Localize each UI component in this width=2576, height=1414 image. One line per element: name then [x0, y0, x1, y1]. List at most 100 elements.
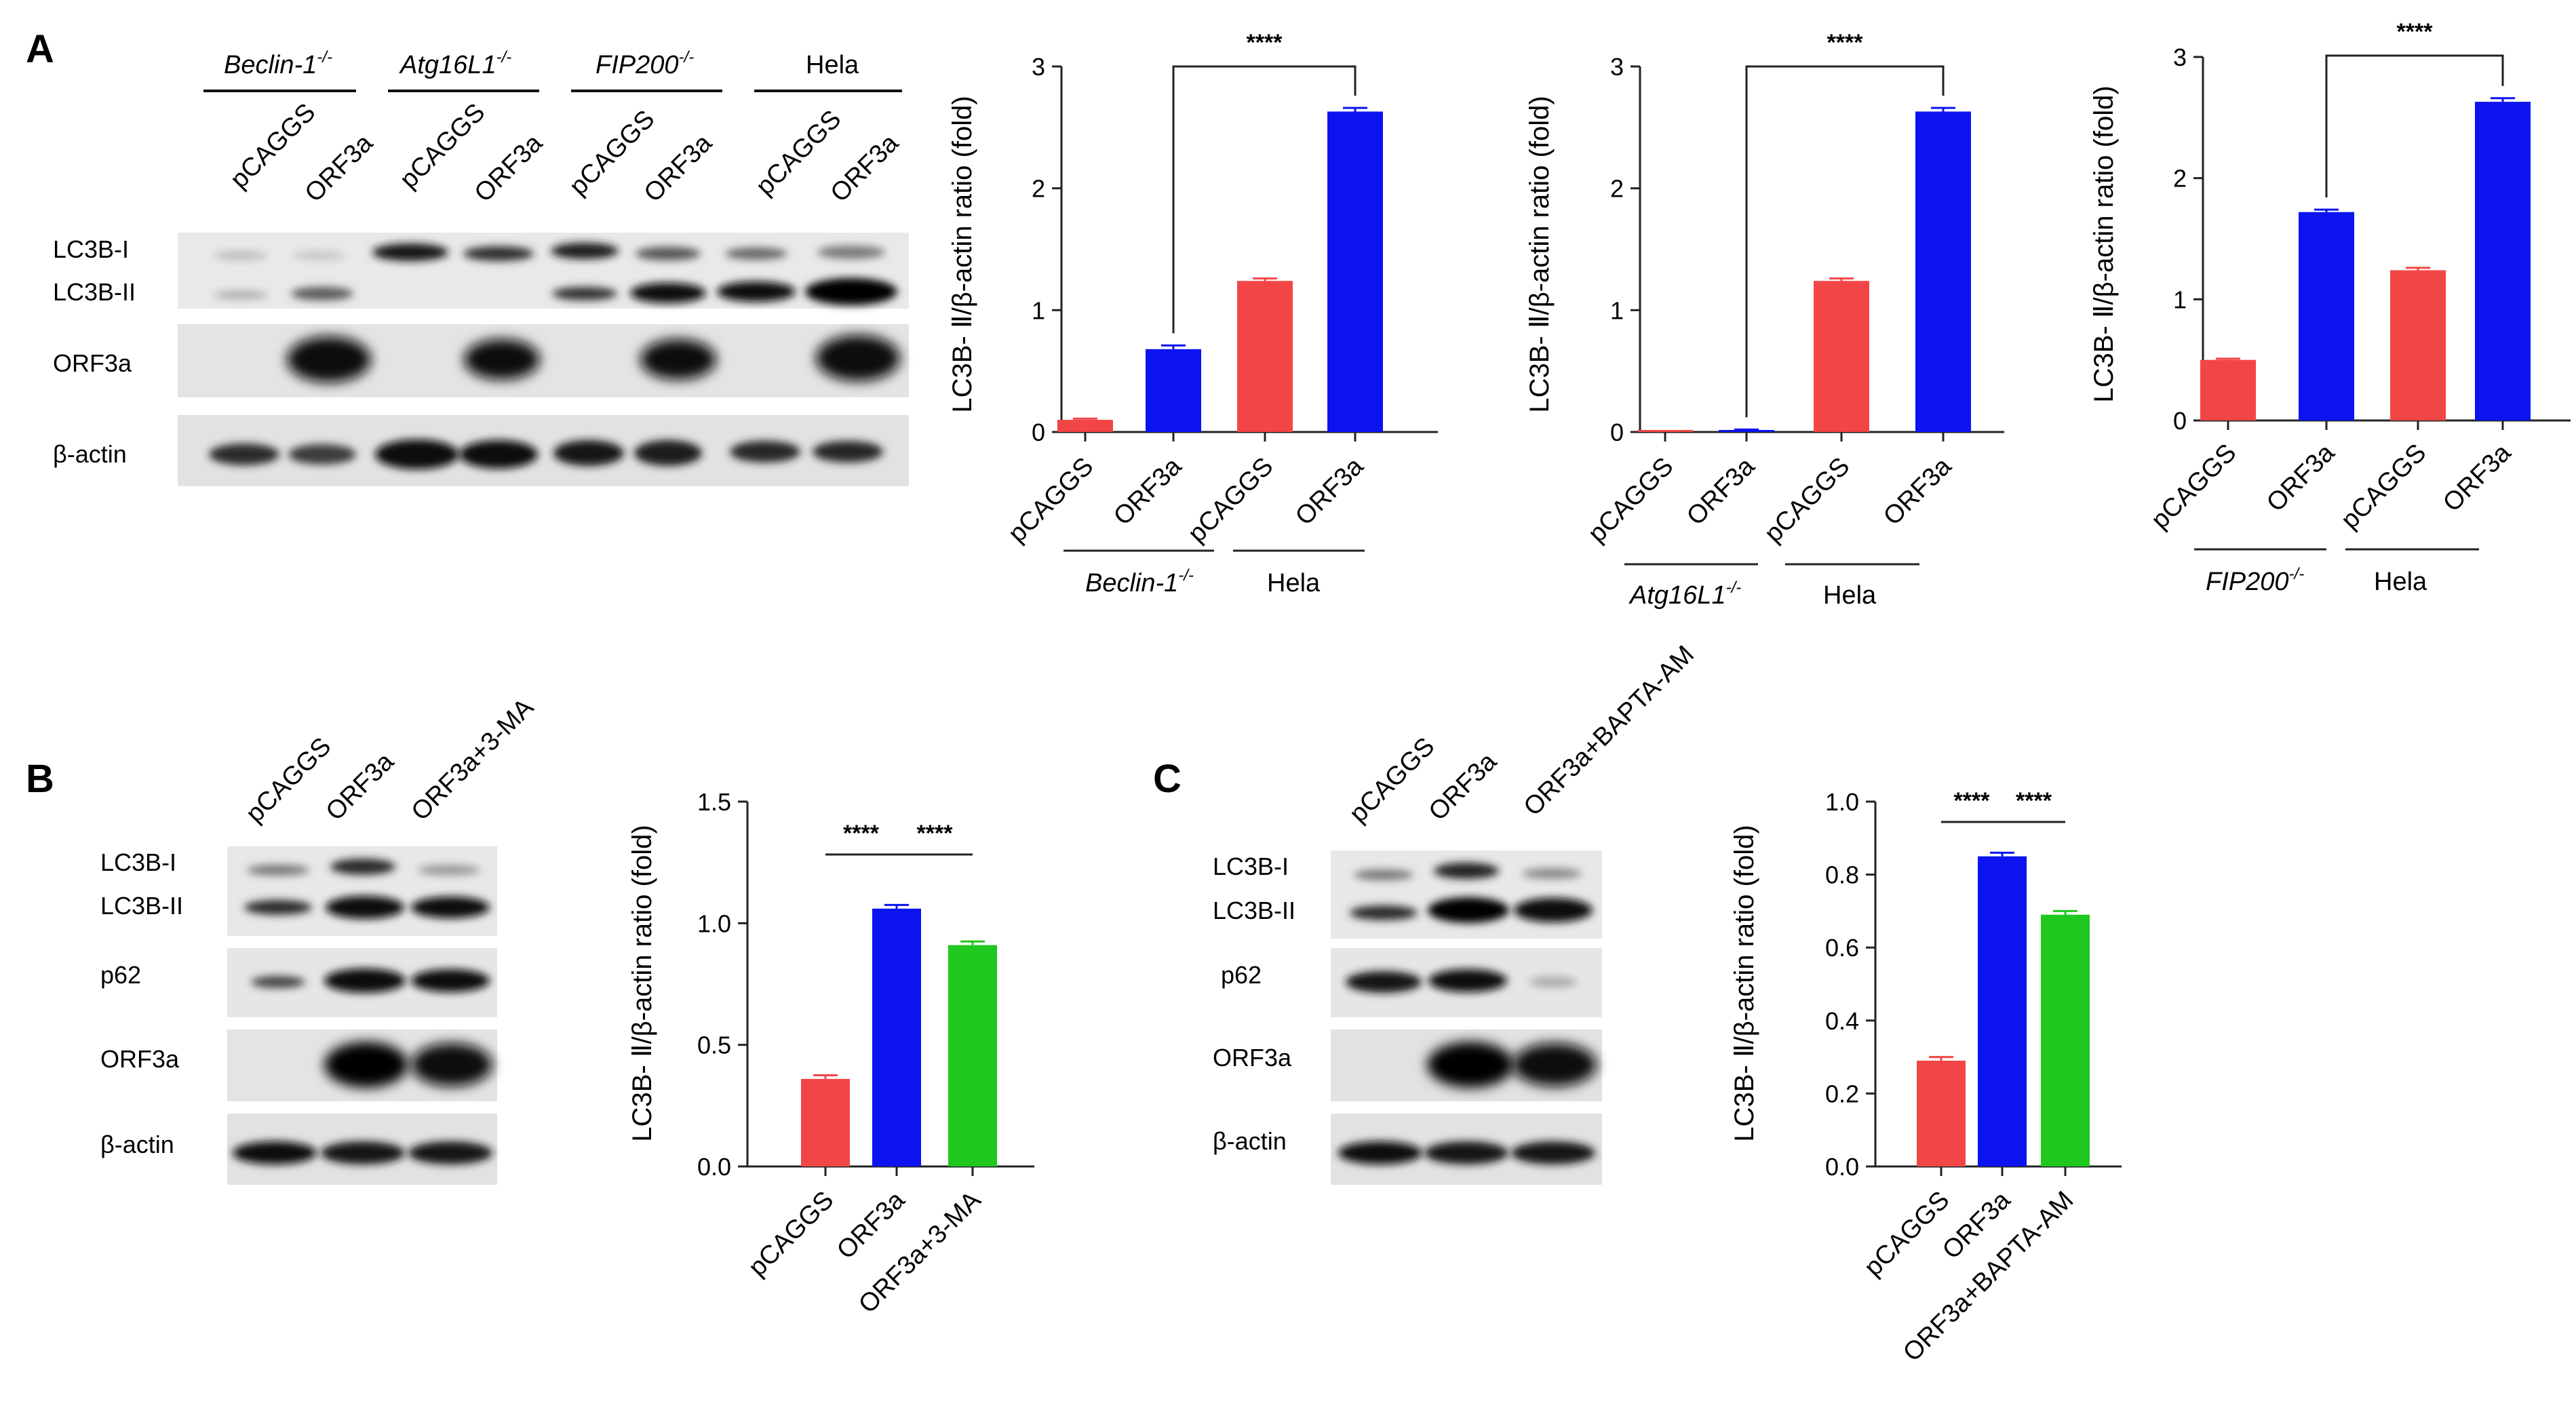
chart-group-label: Hela: [1267, 569, 1321, 597]
blot-b-row-labels: LC3B-I LC3B-II p62 ORF3a β-actin: [100, 848, 183, 1158]
blot-b-row-lc3b-i: LC3B-I: [100, 848, 176, 876]
chart-category-label: ORF3a: [1108, 452, 1188, 531]
chart-category-label: pCAGGS: [1183, 452, 1279, 549]
chart-significance-label: ****: [1247, 30, 1283, 56]
blot-a-lane-8: ORF3a: [825, 128, 905, 208]
chart-group-label: Atg16L1-/-: [1628, 578, 1741, 610]
chart-group-label: Hela: [2374, 568, 2427, 596]
chart-y-tick-label: 2: [1610, 175, 1624, 203]
chart-bar: [1719, 430, 1774, 432]
chart-y-tick-label: 3: [1610, 53, 1624, 81]
chart-c: LC3B- Ⅱ/β-actin ratio (fold) 0.0 0.2 0.4 0.6…: [1730, 788, 2122, 1367]
chart-y-tick-label: 0: [2173, 407, 2187, 435]
chart-y-tick-label: 1: [1610, 296, 1624, 324]
chart-significance-bracket: [1172, 65, 1357, 334]
blot-b-lane-1: pCAGGS: [241, 732, 337, 829]
chart-y-tick-label: 3: [2173, 43, 2187, 71]
chart-significance-bracket: [2325, 54, 2504, 198]
blot-c-strip-p62: [1331, 948, 1602, 1017]
blot-c-row-lc3b-ii: LC3B-II: [1213, 897, 1295, 924]
chart-bar: [1327, 111, 1383, 432]
chart-y-tick-label: 0.0: [697, 1153, 731, 1181]
chart-y-axis-title: LC3B- Ⅱ/β-actin ratio (fold): [948, 96, 977, 412]
chart-y-tick-label: 1: [1032, 296, 1045, 324]
blot-a-lane-4: ORF3a: [469, 128, 549, 208]
blot-a-lane-labels: pCAGGS ORF3a pCAGGS ORF3a pCAGGS ORF3a p…: [225, 98, 905, 208]
blot-a-row-lc3b-ii: LC3B-II: [53, 278, 136, 306]
blot-c-row-orf3a: ORF3a: [1213, 1044, 1292, 1072]
chart-category-label: ORF3a: [2261, 438, 2341, 517]
blot-b-row-beta-actin: β-actin: [100, 1131, 174, 1158]
blot-a-group-beclin: Beclin-1-/-: [224, 48, 332, 79]
blot-a-group-hela: Hela: [806, 51, 859, 79]
chart-category-label: pCAGGS: [1003, 452, 1099, 549]
chart-category-label: pCAGGS: [1759, 452, 1856, 549]
chart-significance-label: ****: [2397, 19, 2434, 45]
blot-a-lane-6: ORF3a: [639, 128, 718, 208]
blot-b-strip-lc3b: [227, 846, 497, 936]
blot-b-row-p62: p62: [100, 961, 141, 989]
chart-y-axis-title: LC3B- Ⅱ/β-actin ratio (fold): [1730, 825, 1759, 1141]
blot-c-lane-2: ORF3a: [1424, 747, 1503, 826]
chart-y-tick-label: 0.0: [1825, 1153, 1859, 1181]
blot-c-row-labels: LC3B-I LC3B-II p62 ORF3a β-actin: [1213, 852, 1295, 1155]
blot-a-lane-2: ORF3a: [300, 128, 379, 208]
chart-y-tick-label: 0: [1610, 418, 1624, 446]
chart-category-label: pCAGGS: [2336, 439, 2432, 535]
blot-b-strip-beta-actin: [227, 1114, 497, 1185]
blot-b-lane-labels: pCAGGS ORF3a ORF3a+3-MA: [241, 693, 540, 829]
blot-c-row-lc3b-i: LC3B-I: [1213, 852, 1289, 880]
chart-y-tick-label: 0.8: [1825, 861, 1859, 889]
blot-b-strip-orf3a: [227, 1029, 497, 1101]
blot-a-row-beta-actin: β-actin: [53, 440, 127, 468]
chart-y-tick-label: 1.5: [697, 788, 731, 816]
blot-c-strip-lc3b: [1331, 850, 1602, 939]
blot-c-lane-labels: pCAGGS ORF3a ORF3a+BAPTA-AM: [1344, 640, 1700, 828]
chart-significance-label: ****: [843, 821, 880, 846]
chart-y-tick-label: 0: [1032, 418, 1045, 446]
chart-category-label: pCAGGS: [1859, 1186, 1955, 1282]
chart-category-label: pCAGGS: [1583, 452, 1679, 549]
chart-category-label: ORF3a: [1681, 452, 1761, 531]
blot-a-strip-lc3b: [178, 233, 909, 309]
chart-y-tick-label: 1.0: [1825, 788, 1859, 816]
chart-group-label: Beclin-1-/-: [1085, 566, 1194, 597]
chart-b: LC3B- Ⅱ/β-actin ratio (fold) 0.0 0.5 1.0 1.5…: [627, 788, 1034, 1319]
blot-b-row-orf3a: ORF3a: [100, 1045, 180, 1073]
chart-bar: [1917, 1060, 1966, 1166]
blot-b-lane-2: ORF3a: [321, 747, 400, 826]
chart-bar: [1146, 349, 1201, 432]
chart-bar: [1057, 420, 1113, 432]
blot-b-lane-3: ORF3a+3-MA: [406, 693, 540, 827]
blot-c-lane-3: ORF3a+BAPTA-AM: [1519, 640, 1700, 821]
chart-y-tick-label: 1.0: [697, 909, 731, 937]
chart-bar: [1915, 111, 1971, 432]
chart-y-axis-title: LC3B- Ⅱ/β-actin ratio (fold): [2089, 85, 2119, 402]
chart-bar: [2475, 102, 2531, 420]
chart-category-label: ORF3a: [1878, 452, 1957, 531]
chart-y-tick-label: 0.4: [1825, 1007, 1859, 1035]
blot-c-strip-beta-actin: [1331, 1114, 1602, 1185]
panel-letter-b: B: [26, 757, 54, 801]
blot-a-strip-beta-actin: [178, 415, 909, 486]
blot-a-strip-orf3a: [178, 324, 909, 397]
chart-y-tick-label: 3: [1032, 53, 1045, 81]
panel-letter-a: A: [26, 27, 54, 71]
chart-group-label: FIP200-/-: [2206, 565, 2304, 596]
chart-bar: [801, 1078, 850, 1166]
chart-y-tick-label: 1: [2173, 286, 2187, 313]
blot-a-group-fip200: FIP200-/-: [596, 48, 694, 79]
chart-bar: [2200, 359, 2256, 420]
chart-y-axis-title: LC3B- Ⅱ/β-actin ratio (fold): [627, 825, 657, 1141]
blot-c-lane-1: pCAGGS: [1344, 732, 1441, 829]
panel-letter-c: C: [1153, 757, 1182, 801]
blot-a-row-orf3a: ORF3a: [53, 349, 132, 377]
chart-y-tick-label: 0.6: [1825, 934, 1859, 962]
chart-group-label: Hela: [1823, 581, 1877, 610]
chart-bar: [2299, 212, 2354, 420]
chart-bar: [1978, 856, 2027, 1166]
